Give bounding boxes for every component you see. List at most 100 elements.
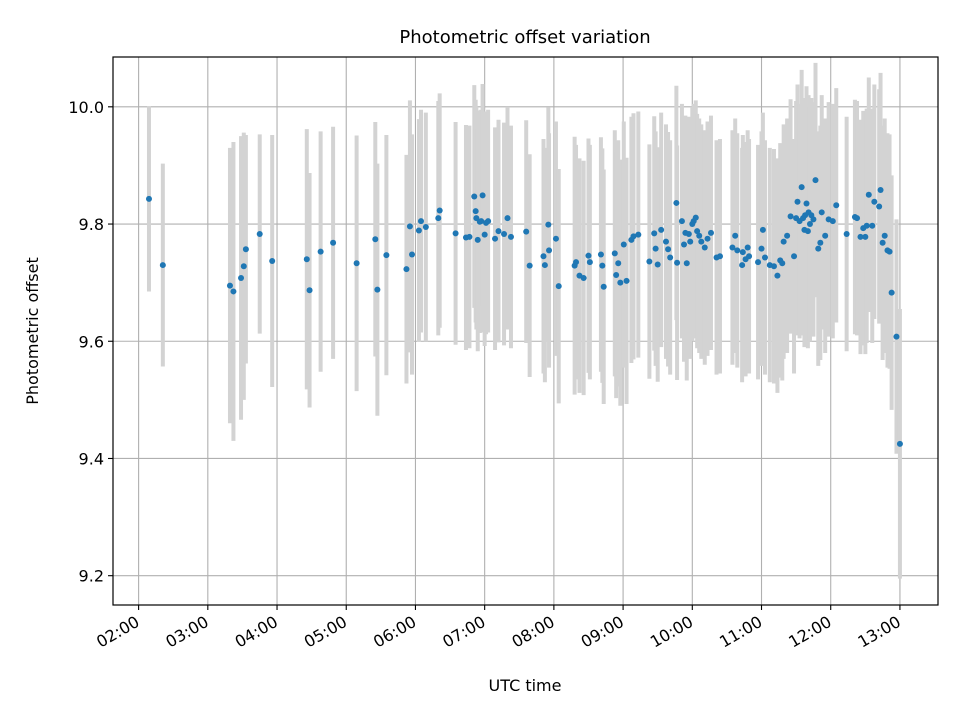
data-point [694,228,701,235]
data-point [817,239,824,246]
data-point [374,286,381,293]
data-point [759,226,766,233]
data-point [683,260,690,267]
data-point [353,260,360,267]
data-point [159,262,166,269]
data-point [896,440,903,447]
data-point [829,218,836,225]
data-point [791,253,798,260]
data-point [523,228,530,235]
data-point [698,238,705,245]
data-point [242,246,249,253]
data-point [474,236,481,243]
data-points [145,177,903,447]
data-point [696,232,703,239]
data-point [739,249,746,256]
plot-area-frame [112,56,939,606]
data-point [798,184,805,191]
data-point [646,258,653,265]
data-point [758,245,765,252]
data-point [573,259,580,266]
data-point [667,254,674,261]
data-point [306,287,313,294]
data-point [635,231,642,238]
y-tick-label: 9.6 [79,332,104,351]
data-point [466,233,473,240]
data-point [734,247,741,254]
data-point [770,263,777,270]
data-point [526,262,533,269]
data-point [784,232,791,239]
data-point [585,252,592,259]
data-point [495,228,502,235]
data-point [806,221,813,228]
data-point [716,253,723,260]
data-point [803,200,810,207]
data-point [881,232,888,239]
data-point [804,228,811,235]
data-point [552,235,559,242]
data-point [541,262,548,269]
data-point [658,226,665,233]
data-point [145,195,152,202]
data-point [854,215,861,222]
data-point [623,277,630,284]
data-point [879,239,886,246]
data-point [435,215,442,222]
data-point [256,231,263,238]
data-point [886,248,893,255]
data-point [869,222,876,229]
data-point [611,250,618,257]
data-point [865,191,872,198]
data-point [230,288,237,295]
data-point [651,230,658,237]
data-point [862,233,869,240]
data-point [732,232,739,239]
data-point [654,261,661,268]
data-point [586,259,593,266]
data-point [779,260,786,267]
y-tick-label: 9.2 [79,567,104,586]
data-point [780,238,787,245]
data-point [597,251,604,258]
data-point [403,266,410,273]
data-point [504,215,511,222]
data-point [620,241,627,248]
data-point [226,282,233,289]
data-point [303,256,310,263]
data-point [818,209,825,216]
data-point [774,272,781,279]
data-point [893,333,900,340]
chart-title: Photometric offset variation [399,27,650,48]
data-point [240,263,247,270]
data-point [485,218,492,225]
data-point [436,207,443,214]
y-tick-label: 9.8 [79,215,104,234]
data-point [406,223,413,230]
data-point [501,231,508,238]
data-point [744,244,751,251]
data-point [833,202,840,209]
data-point [680,241,687,248]
data-point [746,253,753,260]
data-point [478,218,485,225]
data-point [662,238,669,245]
data-point [877,187,884,194]
data-point [452,230,459,237]
data-point [630,233,637,240]
data-point [422,223,429,230]
data-point [863,222,870,229]
y-tick-label: 9.4 [79,449,104,468]
y-axis-label: Photometric offset [23,257,42,405]
data-point [857,233,864,240]
data-point [471,193,478,200]
data-point [479,192,486,199]
data-point [673,199,680,206]
data-point [269,257,276,264]
data-point [665,246,672,253]
data-point [492,235,499,242]
y-tick-label: 10.0 [68,98,104,117]
data-point [678,218,685,225]
data-point [687,238,694,245]
